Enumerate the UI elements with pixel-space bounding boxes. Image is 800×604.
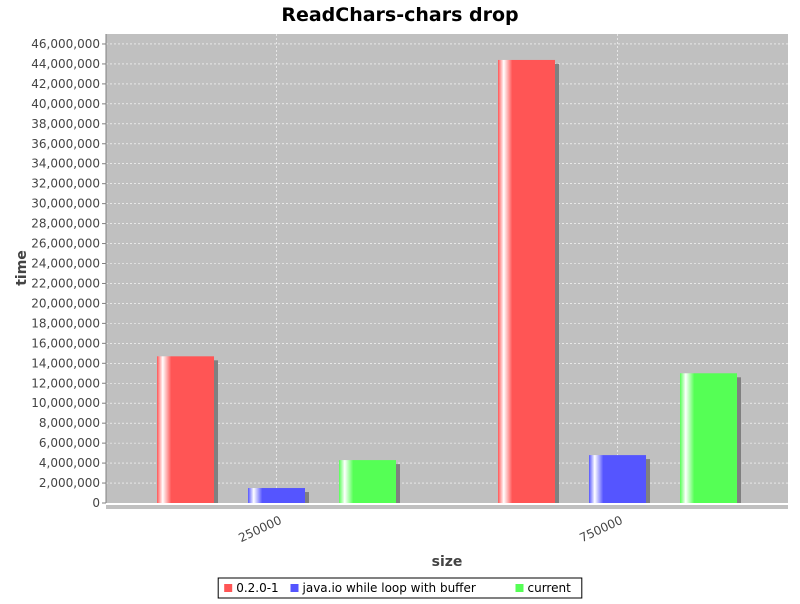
y-tick-label: 24,000,000 — [31, 257, 100, 271]
legend-swatch — [224, 584, 233, 592]
y-tick-label: 40,000,000 — [31, 97, 100, 111]
y-tick-label: 0 — [92, 496, 100, 510]
y-axis-label: time — [14, 250, 30, 286]
plot-area — [106, 34, 788, 504]
y-tick-label: 18,000,000 — [31, 316, 100, 330]
y-tick-label: 44,000,000 — [31, 57, 100, 71]
bar-java-io-while-loop-with-buffer-750000 — [589, 455, 646, 503]
y-tick-label: 16,000,000 — [31, 336, 100, 350]
y-tick-label: 42,000,000 — [31, 77, 100, 91]
y-tick-label: 2,000,000 — [39, 476, 100, 490]
y-tick-label: 12,000,000 — [31, 376, 100, 390]
legend-label: current — [528, 581, 572, 595]
y-tick-label: 8,000,000 — [39, 416, 100, 430]
x-axis-label: size — [432, 554, 463, 570]
chart-title: ReadChars-chars drop — [281, 4, 518, 26]
y-tick-label: 38,000,000 — [31, 117, 100, 131]
y-tick-label: 14,000,000 — [31, 356, 100, 370]
y-tick-label: 36,000,000 — [31, 137, 100, 151]
bar-java-io-while-loop-with-buffer-250000 — [248, 488, 305, 503]
bar-current-750000 — [680, 373, 737, 503]
plot-background — [106, 34, 788, 503]
legend: 0.2.0-1 java.io while loop with buffer cur… — [217, 577, 583, 599]
bar-current-250000 — [339, 460, 396, 503]
y-tick-label: 6,000,000 — [39, 436, 100, 450]
legend-swatch — [515, 584, 524, 592]
axes: 0 2,000,000 4,000,000 6,000,000 8,000,000 10,… — [31, 34, 788, 545]
y-tick-label: 32,000,000 — [31, 177, 100, 191]
legend-box — [217, 577, 583, 599]
x-tick-label: 750000 — [577, 513, 624, 545]
y-tick-label: 10,000,000 — [31, 396, 100, 410]
legend-label: 0.2.0-1 — [236, 581, 279, 595]
x-tick-label: 250000 — [236, 513, 283, 545]
y-tick-label: 20,000,000 — [31, 296, 100, 310]
y-tick-label: 46,000,000 — [31, 37, 100, 51]
y-tick-label: 26,000,000 — [31, 237, 100, 251]
legend-label: java.io while loop with buffer — [302, 581, 476, 595]
y-tick-label: 28,000,000 — [31, 217, 100, 231]
y-tick-label: 34,000,000 — [31, 157, 100, 171]
bar-0-2-0-1-250000 — [157, 356, 214, 503]
y-tick-label: 4,000,000 — [39, 456, 100, 470]
legend-swatch — [290, 584, 299, 592]
y-tick-label: 22,000,000 — [31, 276, 100, 290]
y-tick-label: 30,000,000 — [31, 197, 100, 211]
bar-0-2-0-1-750000 — [498, 59, 555, 504]
